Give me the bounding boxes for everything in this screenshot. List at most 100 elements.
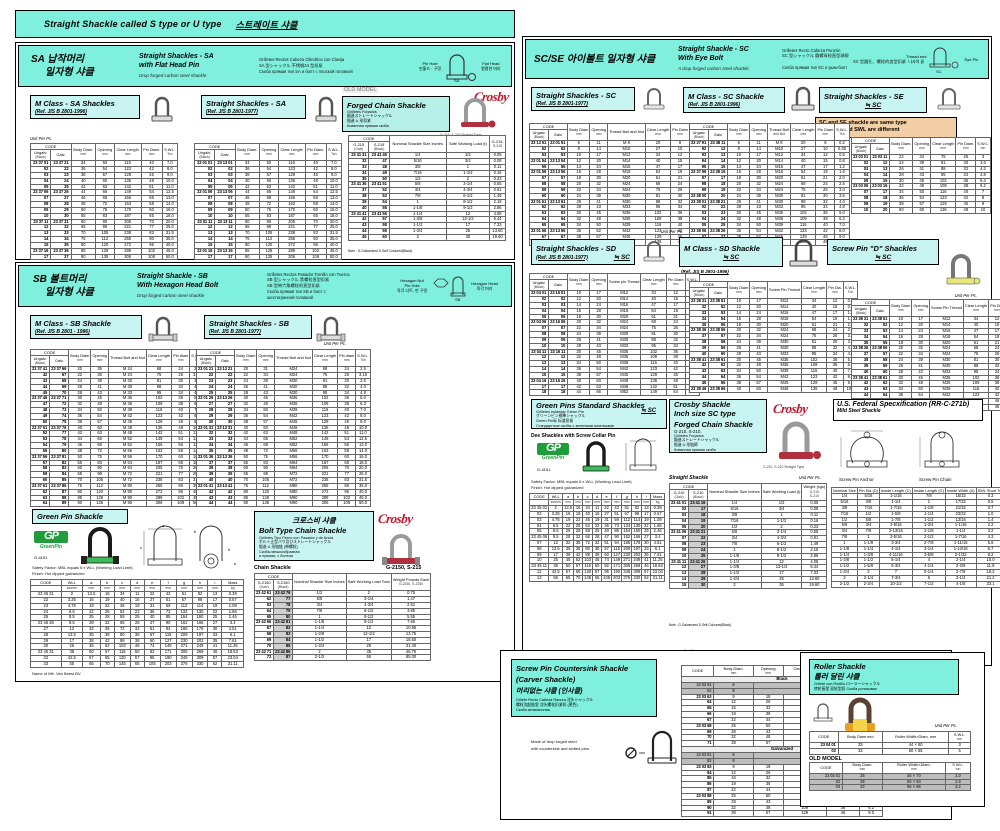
table-ss-se: CODE Body Diam. mm Opening mm Clear Length mm P… — [850, 136, 991, 214]
green-pin-std-illustration — [582, 441, 610, 472]
table-mclass-sc: CODE Body Diam mm Opening mm Thread Bolt and N… — [688, 122, 850, 247]
sc-shackle-illustration-2 — [791, 86, 815, 111]
sb-shackle-illustration-1 — [148, 316, 178, 342]
usfed-caption-box: U.S. Federal Specxification (RR-C-271b) … — [833, 399, 983, 421]
crosby-sc-figcaption: G-210, S-210 Straight Type — [763, 465, 805, 469]
table-row: 29 29 36 54 M42 123 42 8.0 — [195, 412, 371, 420]
table-row: 5/16 3/8 1-1/4 1 17/32 0.5 — [831, 499, 1000, 506]
svg-text:c: c — [140, 545, 142, 550]
table-row: 23 45 01 2 13.5 16 34 11 22 43 61 82 13 0.39 — [528, 505, 665, 512]
roller-shackle-small-icon — [813, 703, 833, 722]
crosby-sc-table-title: Straight Shackle — [669, 475, 709, 481]
table-row: 09 17 38 42 88 38 60 127 230 202 35 7.61 — [528, 551, 665, 559]
table-row: 72 87 2-1/2 55 85.00 — [253, 654, 432, 662]
table-code-header: CODE — [253, 572, 294, 581]
svg-text:e: e — [234, 561, 237, 566]
table-row: 13 33 70 105 238 83 31.5 — [29, 230, 179, 238]
table-row: 05 05 42 63 142 51 11.0 — [193, 183, 343, 191]
sa-shackle-illustration-1 — [151, 96, 173, 122]
caption-countersink: Screw Pin Countersink Shackle (Carver Sh… — [511, 659, 657, 717]
scse-diagram: Thread end 나사의 끝 SC Eye Pin — [906, 44, 988, 74]
caption-green-pin-std: Green Pins Standard Shackles Grilletes e… — [531, 399, 667, 429]
green-pin-std-sub: Dee Shackles with Screw Collar Pin — [531, 433, 616, 439]
sc-shackle-icon: SC — [930, 47, 959, 74]
table-row: 03 23 30 45 M36 102 36 5.0 — [688, 210, 850, 218]
table-row: 38 38 60 90 M64 205 70 20.0 — [195, 465, 371, 473]
svg-text:a: a — [162, 523, 165, 528]
svg-text:SC: SC — [936, 69, 942, 74]
usfed-fig2-caption: Screw Pin Chain — [919, 477, 952, 482]
table-row: 10 25 45 52 103 45 74 149 271 249 41 11.25 — [528, 557, 665, 565]
sb-hex-nut-label-kr: 육각 너트, 핀 구멍 — [397, 288, 428, 293]
sb-hex-nut-label: Hexagon Nut — [400, 278, 424, 283]
table-code-header: CODE — [195, 348, 236, 357]
table-row: 23 45 21 2 13.5 16 34 11 22 43 61 82 13 0.39 — [30, 591, 244, 598]
table-row: 23 01 36 23 13 36 50 75 M56 170 60 16.0 — [195, 453, 371, 461]
sa-diagram: Pin Hole 핀홀드ㆍ구멍 SA Flat Head 평평한 머리 — [419, 50, 511, 83]
table-row: 05 8.5 25 28 59 25 40 85 154 150 25 2.46 — [528, 528, 665, 536]
table-row: 02 17 5/16 3/4 0.08 — [668, 506, 828, 513]
table-ss-sa: CODE Body Diam. mm Opening mm Clear Length mm P… — [193, 142, 343, 261]
table-row: 68 83 1-3/8 12-1/2 13.75 — [253, 631, 432, 638]
svg-text:SB: SB — [455, 297, 461, 302]
svg-text:SA: SA — [454, 78, 460, 83]
sb-kr-title: SB 볼트머리 일자형 샤클 — [33, 274, 94, 298]
chain-shackle-model: G-2150, S-215 — [386, 565, 422, 571]
table-forged-chain: CODE Nominal Shackle Size Inches Safe Work… — [347, 134, 506, 241]
unit-per-pc-crosby: Unit Per Pc. — [798, 475, 821, 480]
table-row: 43633450M39116407.0 — [850, 386, 1000, 394]
sb-hex-head-label: Hexagon Head — [471, 280, 498, 286]
sa-pin-hole-label: Pin Hole — [422, 60, 438, 66]
table-row: 34 34 46 68 M52 156 56 13.0 — [195, 442, 371, 449]
table-usfed: Nominal Size Pin Dia (D) Inside Length (C)… — [831, 486, 1000, 588]
scse-kr-title: SC/SE 아이볼트 일자형 샤클 — [534, 53, 656, 65]
table-row: 02 02 36 54 123 42 8.0 — [193, 166, 343, 173]
table-row: 1-3/4 2 7 5-1/4 2-7/8 16.2 — [831, 569, 1000, 576]
table-row: 91 38 57 129 46 9.0 — [680, 810, 883, 818]
table-crosby-sc: CODE Nominal Shackle Size Inches Safe Work… — [668, 482, 828, 589]
table-code-header: CODE — [528, 122, 569, 131]
scse-thread-end-label-kr: 나사의 끝 — [908, 58, 925, 64]
old-model-label-sa: OLD MODEL — [342, 87, 379, 93]
table-row: 05 20 1/2 2 0.23 — [668, 523, 828, 531]
caption-ss-sd: Straight Shackles - SD (Ref. JIS B 2801-… — [531, 239, 635, 265]
caption-ss-sb: Straight Shackles - SB (Ref. JIS B 2801-… — [204, 315, 312, 339]
table-row: 08 13.5 35 38 80 35 57 115 209 197 33 6.1 — [528, 545, 665, 553]
top-banner-title-kr: 스트레이트 샤클 — [235, 19, 298, 30]
table-row: 22 22 22 34 M24 75 26 3.15 — [195, 372, 371, 379]
unit-per-pc-sd2: Unit Per Pc. — [660, 229, 683, 234]
top-banner: Straight Shackle called S type or U type… — [15, 10, 515, 38]
table-row: 33531424M1647171.2 — [688, 309, 859, 317]
sb-pin-hole-label: Pin Hole — [404, 283, 420, 288]
sa-flat-head-label-kr: 평평한 머리 — [481, 65, 501, 71]
table-row: 29 17 38 42 88 38 60 127 230 202 35 7.61 — [30, 637, 244, 645]
scse-multilang: Grilletes Recto Cabeza Punzón SC 型シャックル … — [782, 47, 906, 70]
sb-hexagon-icon: SB — [433, 276, 466, 302]
green-pin-wordmark: GreenPin — [39, 544, 63, 550]
countersink-shackle-illustration — [625, 730, 677, 764]
table-row: 43633450M39116407.0 — [688, 368, 859, 376]
sa-kr-title: SA 납작머리 일자형 샤클 — [31, 54, 94, 78]
scse-en-title: Straight Shackle - SC With Eye Bolt A dr… — [678, 46, 749, 71]
caption-green-pin: Green Pin Shackle — [32, 509, 128, 524]
screwpin-d-shackle-illustration — [946, 254, 981, 285]
table-row: 45653857M45129469.0 — [688, 379, 859, 387]
usfed-title: U.S. Federal Specxification (RR-C-271b) — [837, 401, 970, 408]
green-pin-finish: Finish: Hot dipped galvanized — [32, 571, 85, 576]
table-row: 35 35 48 72 M56 163 58 14.0 — [195, 447, 371, 455]
